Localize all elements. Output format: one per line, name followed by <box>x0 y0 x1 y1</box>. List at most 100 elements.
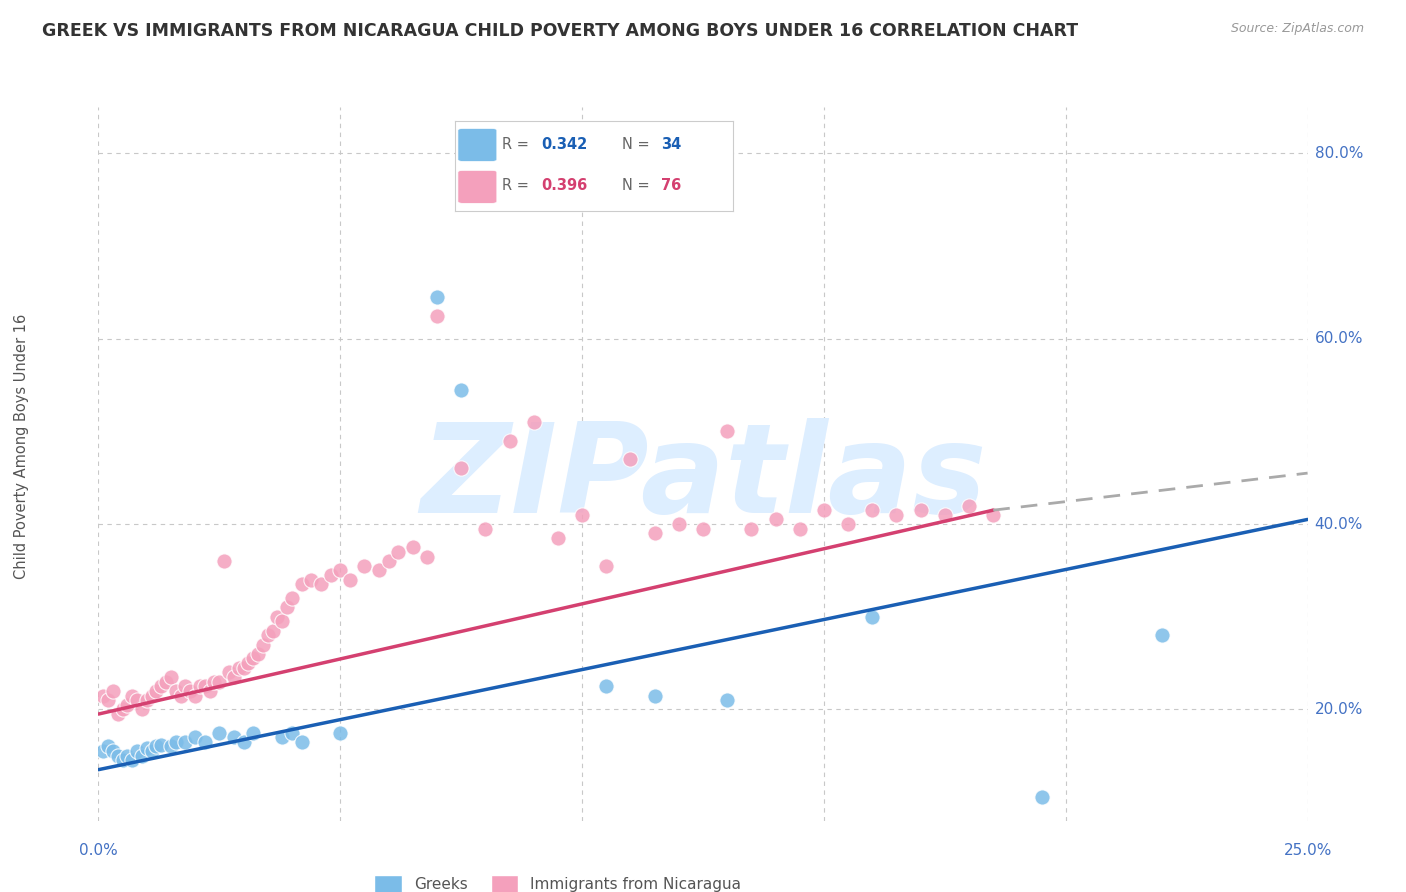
Point <box>160 670 183 684</box>
Point <box>160 739 183 754</box>
Point <box>232 661 254 675</box>
Point <box>290 577 312 591</box>
Point <box>135 693 157 707</box>
Text: 40.0%: 40.0% <box>1315 516 1362 532</box>
Point <box>450 461 472 475</box>
Point <box>271 730 294 744</box>
Point <box>188 679 211 693</box>
Point <box>121 753 143 767</box>
Point <box>117 748 139 763</box>
Point <box>498 434 520 448</box>
Point <box>101 744 124 758</box>
Point <box>212 554 235 568</box>
Point <box>571 508 593 522</box>
Point <box>208 674 231 689</box>
Text: GREEK VS IMMIGRANTS FROM NICARAGUA CHILD POVERTY AMONG BOYS UNDER 16 CORRELATION: GREEK VS IMMIGRANTS FROM NICARAGUA CHILD… <box>42 22 1078 40</box>
Point <box>165 684 187 698</box>
Point <box>165 735 187 749</box>
Point <box>117 698 139 712</box>
Point <box>426 309 449 323</box>
Point <box>174 679 197 693</box>
Point <box>222 670 245 684</box>
Point <box>242 651 264 665</box>
Point <box>141 689 163 703</box>
Point <box>262 624 284 638</box>
Point <box>232 735 254 749</box>
Text: 60.0%: 60.0% <box>1315 331 1362 346</box>
Point <box>174 735 197 749</box>
Text: 20.0%: 20.0% <box>1315 702 1362 717</box>
Point <box>194 735 217 749</box>
Point <box>238 656 260 670</box>
Point <box>252 638 274 652</box>
Point <box>789 522 811 536</box>
Point <box>111 702 134 716</box>
Point <box>204 674 226 689</box>
Point <box>368 563 391 577</box>
Point <box>319 568 342 582</box>
Point <box>329 563 352 577</box>
Point <box>276 600 298 615</box>
Point <box>281 591 304 606</box>
Text: 80.0%: 80.0% <box>1315 146 1362 161</box>
Point <box>426 290 449 304</box>
Point <box>299 573 322 587</box>
Point <box>281 725 304 739</box>
Point <box>387 545 409 559</box>
Point <box>145 739 167 754</box>
Point <box>957 499 980 513</box>
Text: 0.0%: 0.0% <box>79 843 118 858</box>
Point <box>290 735 312 749</box>
Point <box>184 730 207 744</box>
Point <box>208 725 231 739</box>
Point <box>150 738 173 752</box>
Point <box>837 517 859 532</box>
Point <box>107 707 129 722</box>
Text: Source: ZipAtlas.com: Source: ZipAtlas.com <box>1230 22 1364 36</box>
Point <box>101 684 124 698</box>
Text: ZIPatlas: ZIPatlas <box>420 417 986 539</box>
Point <box>135 741 157 756</box>
Point <box>91 689 114 703</box>
Point <box>716 425 738 439</box>
Point <box>644 689 666 703</box>
Point <box>377 554 399 568</box>
Point <box>402 541 425 555</box>
Point <box>97 739 120 754</box>
Point <box>145 684 167 698</box>
Point <box>198 684 221 698</box>
Point <box>765 512 787 526</box>
Point <box>981 508 1004 522</box>
Point <box>256 628 278 642</box>
Point <box>860 503 883 517</box>
Point <box>271 615 294 629</box>
Point <box>523 415 546 429</box>
Point <box>242 725 264 739</box>
Point <box>131 702 153 716</box>
Point <box>1152 628 1174 642</box>
Point <box>329 725 352 739</box>
Point <box>813 503 835 517</box>
Text: 25.0%: 25.0% <box>1284 843 1331 858</box>
Point <box>740 522 762 536</box>
Legend: Greeks, Immigrants from Nicaragua: Greeks, Immigrants from Nicaragua <box>368 869 748 892</box>
Point <box>339 573 361 587</box>
Point <box>886 508 908 522</box>
Point <box>1031 790 1053 805</box>
Point <box>127 693 149 707</box>
Point <box>121 689 143 703</box>
Point <box>934 508 956 522</box>
Point <box>127 744 149 758</box>
Point <box>668 517 690 532</box>
Point <box>131 748 153 763</box>
Point <box>309 577 332 591</box>
Point <box>169 689 191 703</box>
Point <box>97 693 120 707</box>
Point <box>155 674 177 689</box>
Point <box>91 744 114 758</box>
Point <box>218 665 240 680</box>
Point <box>644 526 666 541</box>
Point <box>416 549 439 564</box>
Point <box>111 753 134 767</box>
Point <box>222 730 245 744</box>
